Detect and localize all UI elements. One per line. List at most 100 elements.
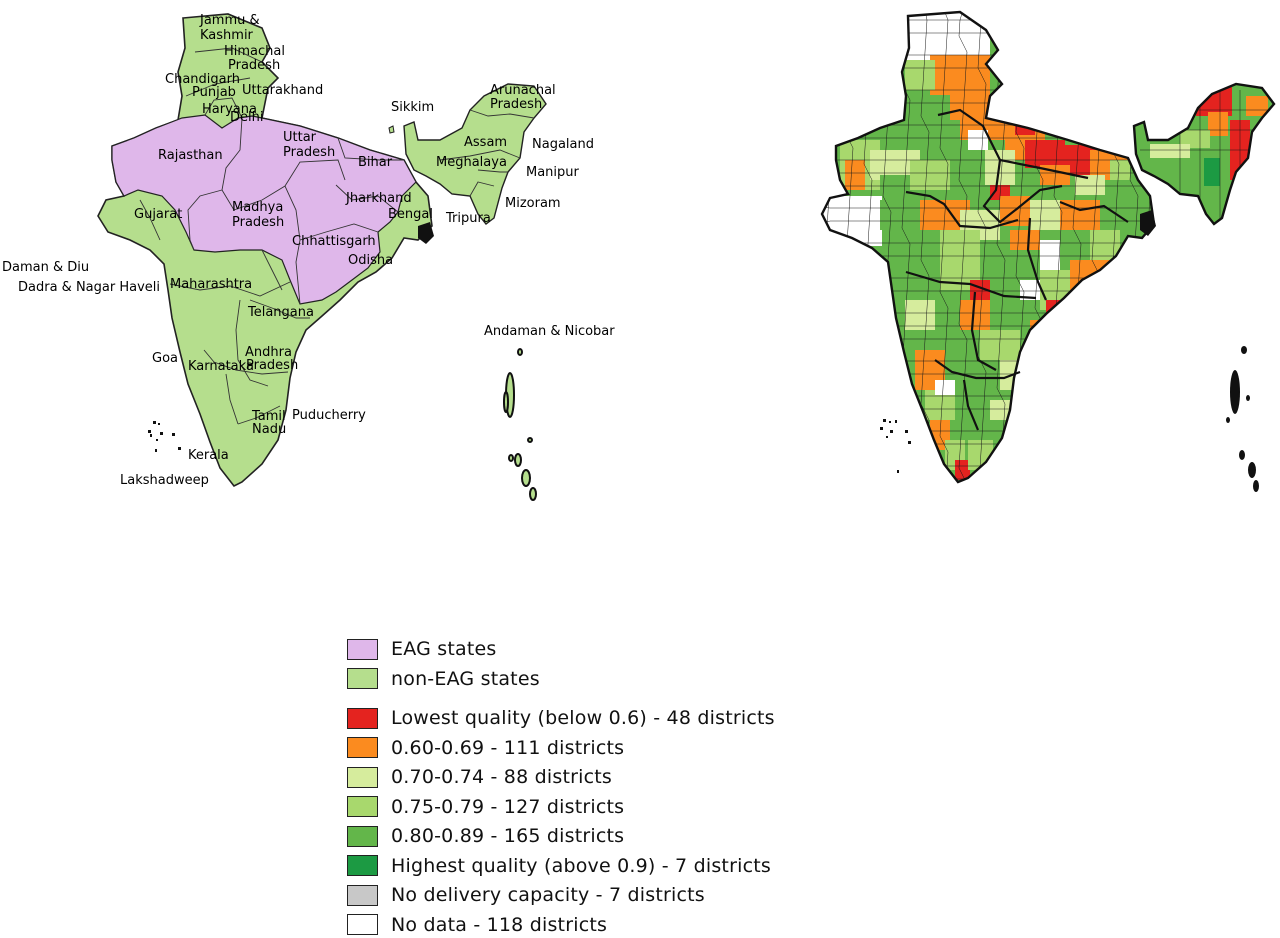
legend-swatch <box>347 884 378 906</box>
state-label-bihar: Bihar <box>358 155 393 170</box>
state-label-tamil-1: Tamil <box>251 409 286 424</box>
state-label-dadra: Dadra & Nagar Haveli <box>18 280 160 295</box>
state-label-uttarakhand: Uttarakhand <box>242 83 323 98</box>
state-label-meghalaya: Meghalaya <box>436 155 507 170</box>
state-label-himachal-2: Pradesh <box>228 58 280 73</box>
state-label-odisha: Odisha <box>348 253 393 268</box>
legend-label: Lowest quality (below 0.6) - 48 district… <box>391 707 775 729</box>
state-label-gujarat: Gujarat <box>134 207 182 222</box>
state-label-manipur: Manipur <box>526 165 580 180</box>
legend-item: No delivery capacity - 7 districts <box>347 882 705 908</box>
district-patch <box>1110 160 1130 180</box>
state-label-west-bengal: Bengal <box>388 207 433 222</box>
state-label-madhya-1: Madhya <box>232 200 283 215</box>
legend-item: 0.60-0.69 - 111 districts <box>347 735 624 761</box>
district-patch <box>905 95 945 120</box>
district-patch <box>935 380 955 395</box>
state-label-mizoram: Mizoram <box>505 196 561 211</box>
legend-item: 0.70-0.74 - 88 districts <box>347 764 612 790</box>
legend-swatch <box>347 825 378 847</box>
state-label-punjab: Punjab <box>192 85 236 100</box>
legend-swatch <box>347 638 378 660</box>
state-label-tripura: Tripura <box>445 211 491 226</box>
state-label-telangana: Telangana <box>247 305 314 320</box>
state-label-uttar-1: Uttar <box>283 130 317 145</box>
state-label-goa: Goa <box>152 351 178 366</box>
state-label-assam: Assam <box>464 135 507 150</box>
state-label-karnataka: Karnataka <box>188 359 254 374</box>
state-label-andaman: Andaman & Nicobar <box>484 324 615 339</box>
state-label-maharashtra: Maharashtra <box>170 277 252 292</box>
district-patch <box>900 12 990 60</box>
legend-item: non-EAG states <box>347 666 540 692</box>
state-label-kerala: Kerala <box>188 448 229 463</box>
district-patch <box>905 60 935 90</box>
left-sikkim <box>388 125 395 134</box>
district-patch <box>968 130 988 150</box>
legend-swatch <box>347 737 378 758</box>
district-patch <box>1025 140 1065 168</box>
legend-item: EAG states <box>347 636 496 662</box>
left-map-eag-states: Jammu &KashmirHimachalPradeshChandigarhP… <box>2 13 615 501</box>
legend-swatch <box>347 707 378 729</box>
legend-label: EAG states <box>391 638 497 660</box>
legend-item: 0.75-0.79 - 127 districts <box>347 794 624 820</box>
left-andaman-islands <box>503 348 537 501</box>
district-patch <box>955 460 970 480</box>
left-state-borders <box>139 47 404 425</box>
legend-item: Lowest quality (below 0.6) - 48 district… <box>347 705 775 731</box>
state-label-madhya-2: Pradesh <box>232 215 284 230</box>
legend-item: Highest quality (above 0.9) - 7 district… <box>347 853 771 879</box>
legend-label: 0.70-0.74 - 88 districts <box>391 766 612 788</box>
legend-swatch <box>347 914 378 935</box>
district-patch <box>1075 175 1105 195</box>
legend-label: 0.75-0.79 - 127 districts <box>391 795 625 818</box>
state-label-rajasthan: Rajasthan <box>158 148 223 163</box>
state-label-andhra-2: Pradesh <box>246 358 298 373</box>
left-map-labels: Jammu &KashmirHimachalPradeshChandigarhP… <box>2 13 615 488</box>
state-label-arunachal-2: Pradesh <box>490 97 542 112</box>
legend-label: non-EAG states <box>391 667 540 690</box>
state-label-himachal-1: Himachal <box>224 44 285 59</box>
state-label-haryana: Haryana <box>202 102 257 117</box>
state-label-daman-diu: Daman & Diu <box>2 260 89 275</box>
district-patch <box>910 160 950 190</box>
legend-label: No delivery capacity - 7 districts <box>391 884 705 906</box>
legend-swatch <box>347 766 378 788</box>
legend-label: Highest quality (above 0.9) - 7 district… <box>391 854 771 877</box>
state-label-jharkhand: Jharkhand <box>345 191 412 206</box>
district-patch <box>1010 230 1040 250</box>
district-patch <box>1060 230 1090 260</box>
district-patch <box>845 160 865 190</box>
district-patch <box>940 230 980 260</box>
state-label-chhattisgarh: Chhattisgarh <box>292 234 376 249</box>
legend-label: No data - 118 districts <box>391 913 608 936</box>
right-north-east-outline <box>1132 82 1276 226</box>
district-patch <box>930 55 990 95</box>
district-patch <box>880 200 905 230</box>
state-label-delhi: Delhi <box>230 110 263 125</box>
district-patch <box>1030 200 1060 230</box>
left-ne-borders <box>439 109 535 197</box>
district-patch <box>905 300 935 330</box>
right-lakshadweep-islands <box>880 419 911 473</box>
left-sundarbans <box>418 222 434 244</box>
right-sundarbans <box>1140 210 1156 236</box>
state-label-jammu-kashmir-2: Kashmir <box>200 28 254 43</box>
state-label-andhra-1: Andhra <box>245 345 292 360</box>
state-label-puducherry: Puducherry <box>292 408 366 423</box>
state-label-arunachal-1: Arunachal <box>490 83 556 98</box>
district-patch <box>1020 280 1040 300</box>
district-patch <box>1090 230 1120 260</box>
district-patch <box>980 330 1020 360</box>
state-label-uttar-2: Pradesh <box>283 145 335 160</box>
legend-label: 0.60-0.69 - 111 districts <box>391 736 625 759</box>
right-map-district-quality <box>820 10 1276 492</box>
legend-item: No data - 118 districts <box>347 912 607 938</box>
legend-item: 0.80-0.89 - 165 districts <box>347 823 624 849</box>
left-lakshadweep-islands <box>148 421 181 452</box>
state-label-nagaland: Nagaland <box>532 137 594 152</box>
state-label-jammu-kashmir-1: Jammu & <box>199 13 260 28</box>
district-patch <box>1040 240 1060 270</box>
legend-label: 0.80-0.89 - 165 districts <box>391 825 625 847</box>
